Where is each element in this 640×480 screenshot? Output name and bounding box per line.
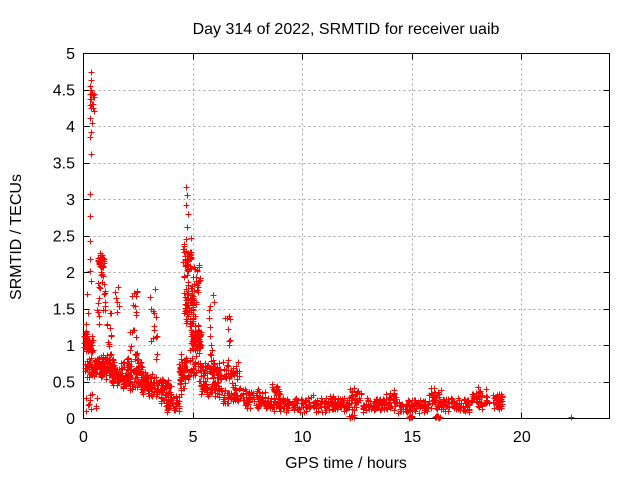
x-tick-label: 0 — [79, 429, 88, 446]
y-tick-label: 3.5 — [53, 156, 75, 173]
x-tick-label: 20 — [513, 429, 531, 446]
y-tick-label: 0.5 — [53, 375, 75, 392]
y-tick-label: 2 — [66, 265, 75, 282]
data-points — [81, 69, 575, 422]
y-tick-label: 1 — [66, 338, 75, 355]
axis-ticks — [83, 53, 610, 419]
y-tick-label: 1.5 — [53, 302, 75, 319]
plot-frame — [83, 53, 610, 419]
chart-title: Day 314 of 2022, SRMTID for receiver uai… — [193, 21, 500, 38]
y-tick-label: 3 — [66, 192, 75, 209]
x-tick-label: 5 — [189, 429, 198, 446]
chart-layers: 0 0.5 1 1.5 2 2.5 3 3.5 4 4.5 5 0 5 10 15 20 — [53, 46, 610, 446]
y-tick-label: 4.5 — [53, 83, 75, 100]
y-tick-label: 0 — [66, 411, 75, 428]
grid-lines — [83, 53, 610, 419]
x-tick-label: 10 — [294, 429, 312, 446]
x-tick-label: 15 — [403, 429, 421, 446]
y-tick-label: 2.5 — [53, 229, 75, 246]
x-axis-label: GPS time / hours — [285, 455, 407, 472]
y-axis-label: SRMTID / TECUs — [8, 174, 25, 300]
y-tick-label: 5 — [66, 46, 75, 63]
y-tick-label: 4 — [66, 119, 75, 136]
